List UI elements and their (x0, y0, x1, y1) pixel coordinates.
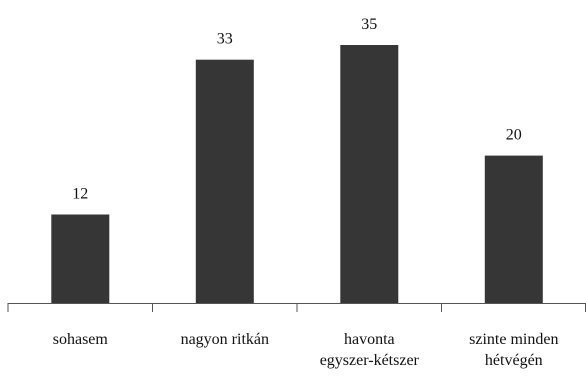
x-axis (7, 303, 586, 312)
data-label-1: 33 (217, 31, 233, 48)
x-tick-label-3-1: hétvégén (485, 352, 543, 369)
bar-3 (484, 155, 543, 303)
x-tick-label-0-0: sohasem (53, 331, 109, 348)
x-tick-label-2-0: havonta (344, 331, 395, 348)
bar-1 (195, 59, 254, 304)
bar-0 (51, 214, 110, 303)
data-label-2: 35 (361, 16, 377, 33)
data-label-3: 20 (506, 127, 522, 144)
data-label-0: 12 (72, 186, 88, 203)
x-tick-label-3-0: szinte minden (469, 331, 558, 348)
data-labels-layer: 12 33 35 20 (72, 16, 522, 203)
bar-2 (340, 45, 399, 303)
x-tick-label-1-0: nagyon ritkán (181, 331, 269, 348)
bars-layer (51, 45, 543, 304)
x-tick-label-2-1: egyszer-kétszer (320, 352, 420, 369)
x-tick-labels: sohasem nagyon ritkán havonta egyszer-kétsz… (53, 331, 559, 369)
